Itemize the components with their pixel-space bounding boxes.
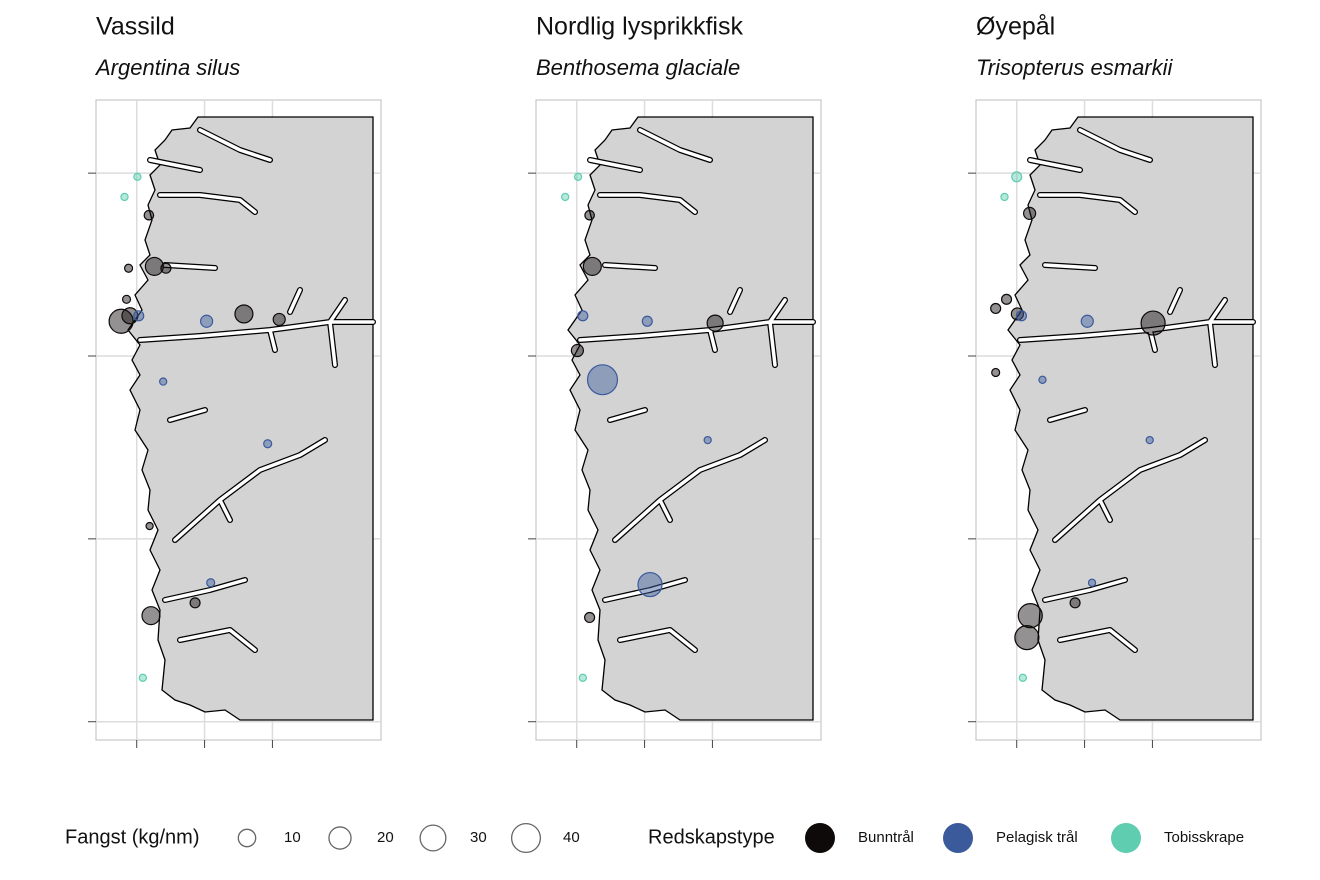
catch-bubble — [570, 343, 585, 358]
legend-size-key — [237, 828, 257, 848]
catch-bubble — [272, 312, 286, 327]
catch-bubble — [120, 192, 129, 202]
catch-bubble — [1014, 624, 1040, 651]
catch-bubble — [573, 172, 583, 181]
legend-size-key — [328, 826, 352, 850]
catch-bubble — [189, 597, 201, 609]
catch-bubble — [582, 256, 602, 276]
legend-color-key — [943, 823, 973, 853]
legend-size-label: 10 — [284, 829, 301, 846]
catch-bubble — [578, 673, 587, 682]
legend-size-label: 20 — [377, 829, 394, 846]
catch-bubble — [145, 521, 154, 531]
legend-size-key — [510, 822, 542, 854]
catch-bubble — [141, 606, 161, 626]
catch-bubble — [1069, 597, 1081, 609]
catch-bubble — [1000, 293, 1013, 305]
panel-subtitle: Argentina silus — [94, 55, 240, 80]
catch-bubble — [160, 262, 172, 274]
catch-bubble — [143, 209, 155, 221]
catch-bubble — [121, 307, 139, 325]
catch-bubble — [561, 192, 570, 202]
catch-bubble — [1000, 192, 1009, 202]
panel-title: Vassild — [96, 13, 175, 41]
catch-bubble — [1038, 375, 1047, 384]
catch-bubble — [1018, 673, 1027, 682]
catch-bubble — [108, 308, 134, 334]
catch-bubble — [1022, 206, 1037, 220]
catch-bubble — [144, 256, 164, 276]
catch-bubble — [706, 314, 724, 332]
catch-bubble — [1087, 578, 1097, 587]
catch-bubble — [1140, 310, 1166, 336]
legend-size-label: 30 — [470, 829, 487, 846]
coastline — [128, 117, 373, 720]
legend: Fangst (kg/nm) 10 20 30 40 Redskapstype Bunntr… — [65, 822, 1244, 854]
catch-bubble — [199, 314, 214, 328]
catch-bubble — [990, 302, 1002, 315]
coastline — [1008, 117, 1253, 720]
legend-color-key — [1111, 823, 1141, 853]
panel-title: Øyepål — [976, 13, 1055, 41]
legend-title: Redskapstype — [648, 826, 775, 848]
catch-bubble — [1080, 314, 1094, 328]
catch-bubble — [159, 377, 168, 386]
legend-size-key — [419, 824, 447, 852]
catch-bubble — [584, 209, 595, 221]
catch-bubble — [1145, 435, 1154, 445]
catch-bubble — [577, 310, 589, 322]
catch-bubble — [703, 435, 712, 445]
catch-bubble — [206, 578, 216, 588]
catch-bubble — [263, 439, 273, 449]
catch-bubble — [637, 571, 663, 598]
catch-bubble — [1011, 171, 1023, 183]
catch-bubble — [641, 315, 653, 327]
panel-title: Nordlig lysprikkfisk — [536, 13, 743, 41]
legend-color-label: Bunntrål — [858, 829, 914, 846]
legend-color-label: Pelagisk trål — [996, 829, 1078, 846]
catch-bubble — [991, 367, 1001, 378]
legend-size-label: 40 — [563, 829, 580, 846]
coastline — [568, 117, 813, 720]
legend-color-label: Tobisskrape — [1164, 829, 1244, 846]
catch-bubble — [123, 263, 134, 273]
panel-subtitle: Benthosema glaciale — [536, 55, 740, 80]
catch-bubble — [138, 673, 147, 682]
legend-title: Fangst (kg/nm) — [65, 826, 199, 848]
legend-color-key — [805, 823, 835, 853]
catch-bubble — [584, 611, 596, 624]
panel-subtitle: Trisopterus esmarkii — [976, 55, 1174, 80]
catch-bubble — [586, 364, 619, 396]
catch-bubble — [121, 294, 132, 304]
catch-bubble — [133, 310, 145, 322]
catch-bubble — [133, 172, 142, 181]
catch-bubble — [234, 304, 254, 324]
catch-bubble — [1017, 603, 1043, 629]
catch-bubble — [1015, 310, 1028, 322]
